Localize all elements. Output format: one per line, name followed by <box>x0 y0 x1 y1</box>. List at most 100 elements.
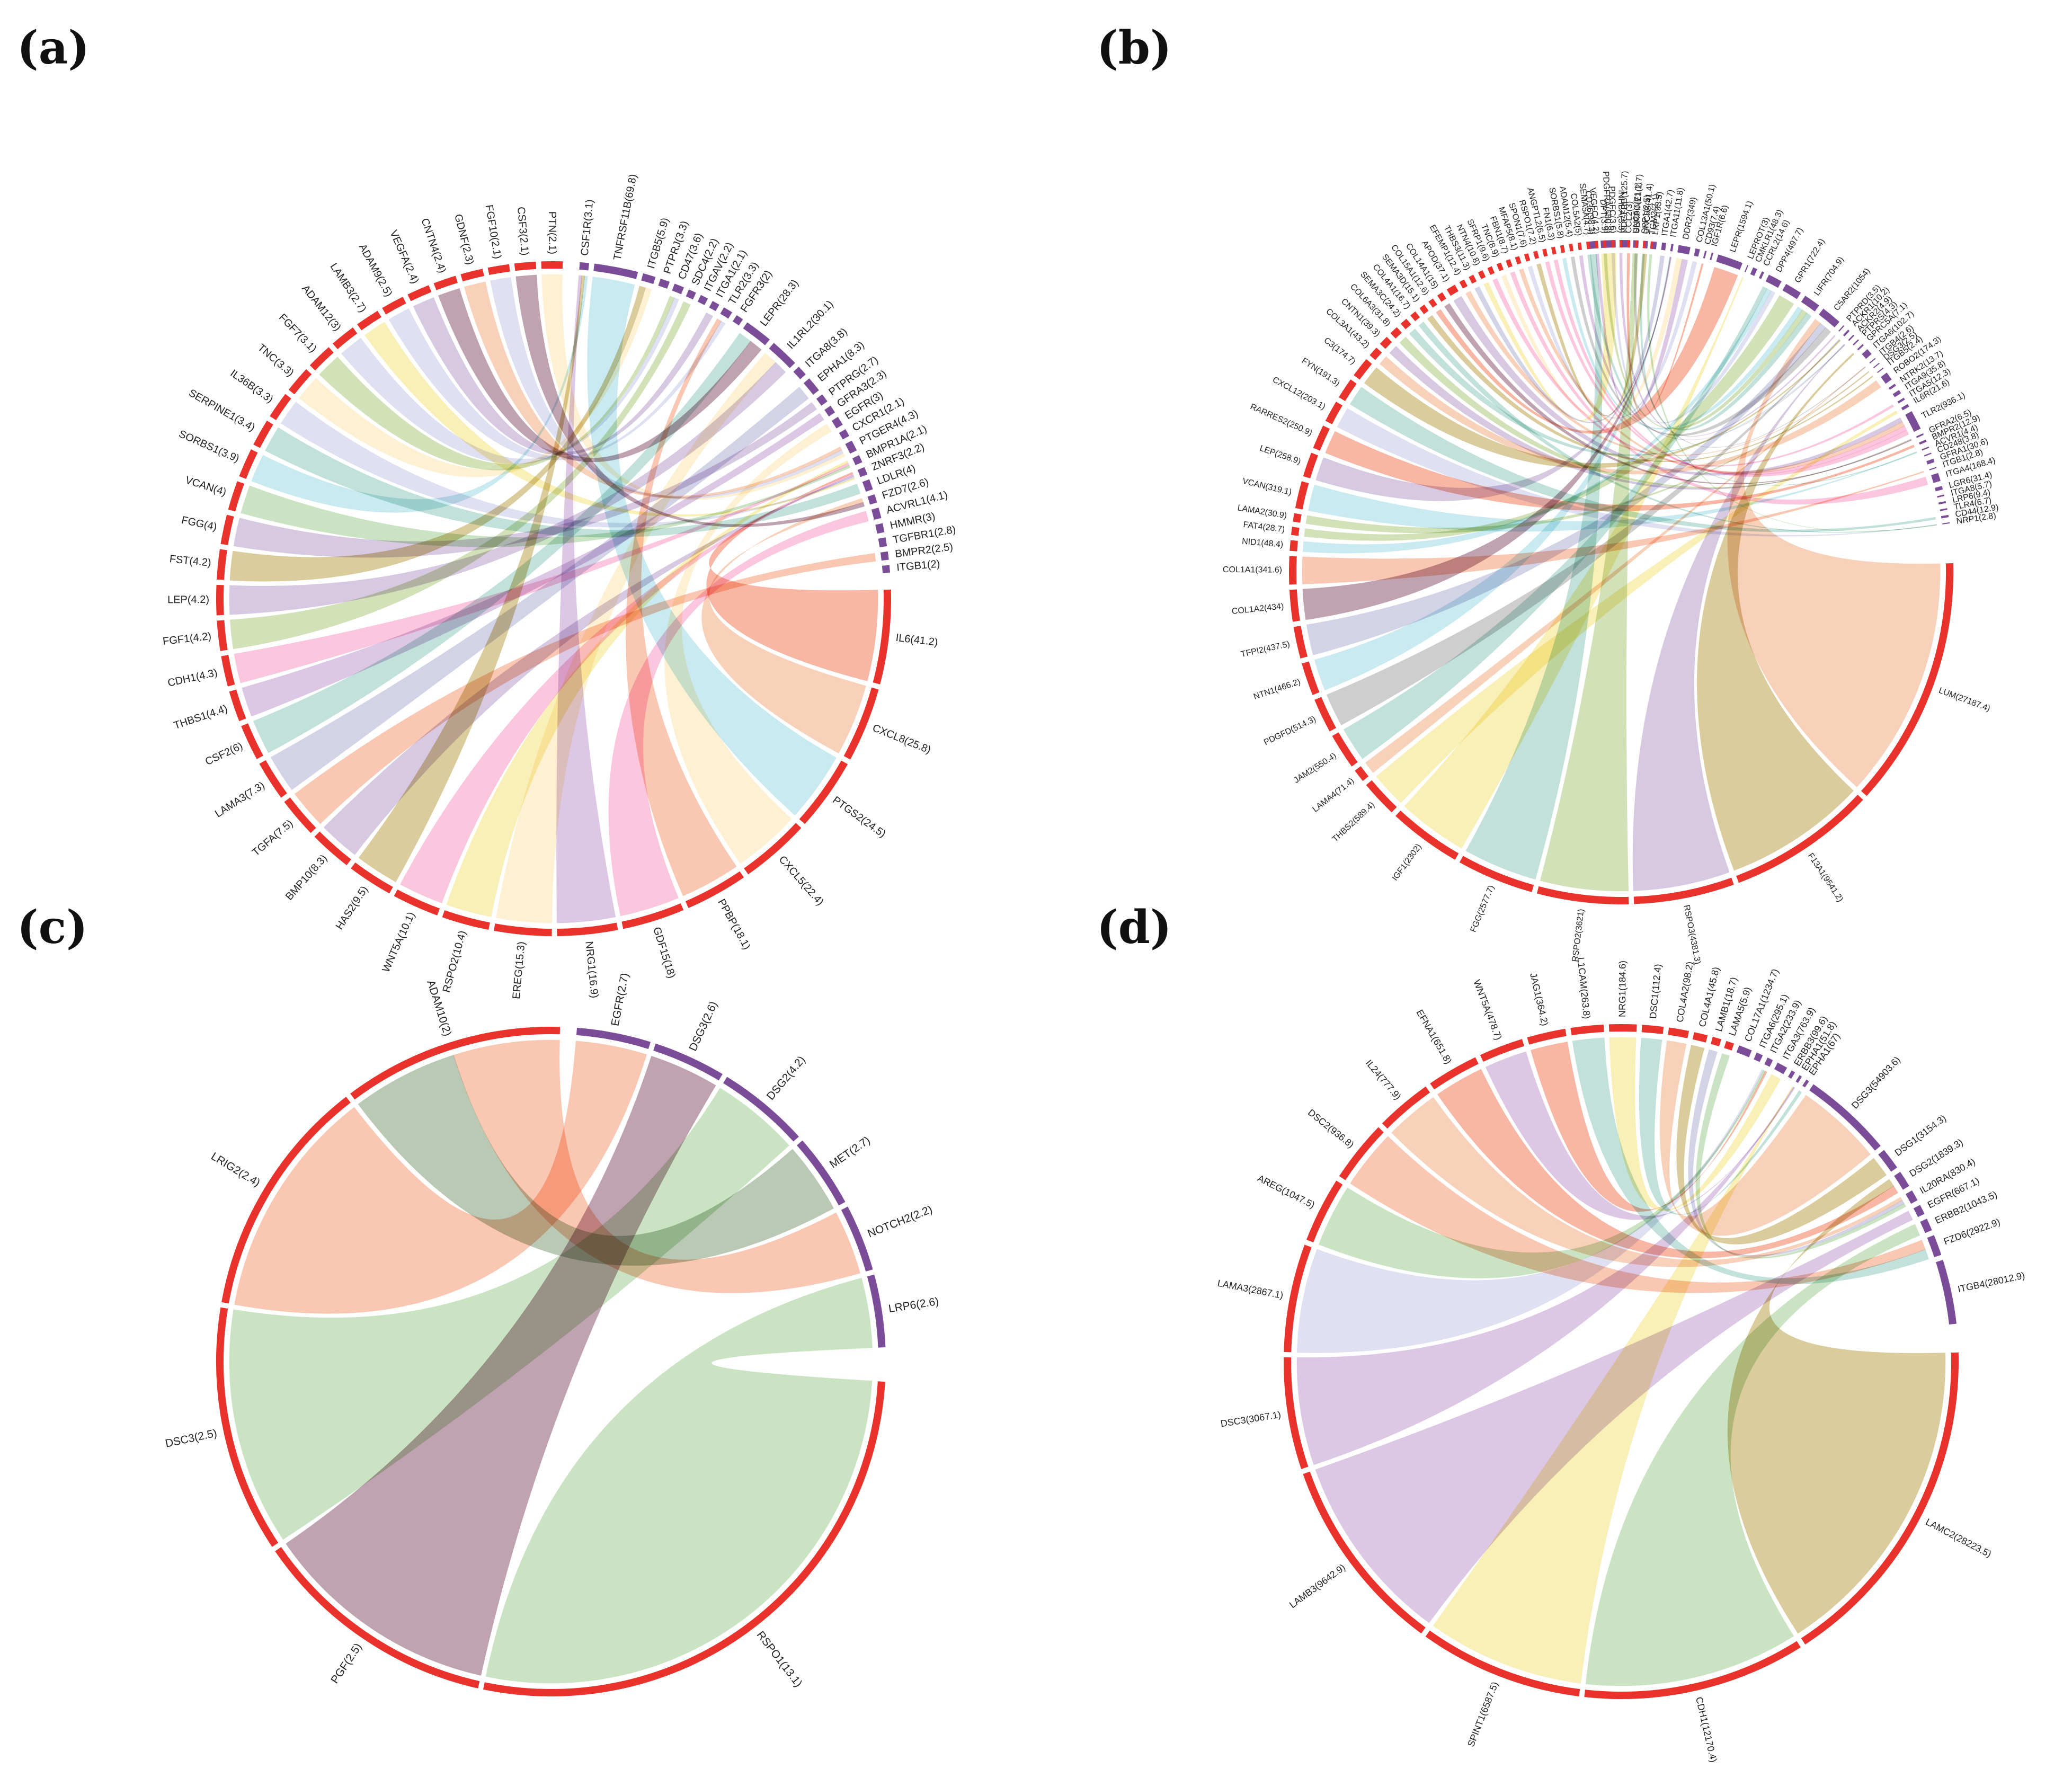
ligand-arc-a-34[interactable] <box>514 261 537 271</box>
ligand-arc-a-17[interactable] <box>217 620 228 651</box>
receptor-arc-b-19[interactable] <box>1819 308 1840 328</box>
receptor-arc-b-18[interactable] <box>1801 296 1819 312</box>
receptor-arc-c-3[interactable] <box>797 1140 846 1206</box>
receptor-arc-b-34[interactable] <box>1905 411 1921 432</box>
receptor-arc-a-13[interactable] <box>803 378 819 395</box>
receptor-arc-b-32[interactable] <box>1897 397 1905 404</box>
ligand-arc-c-1[interactable] <box>275 1547 480 1688</box>
ligand-arc-a-25[interactable] <box>288 369 312 395</box>
ligand-arc-b-23[interactable] <box>1370 348 1382 360</box>
ligand-arc-a-0[interactable] <box>873 589 891 685</box>
ligand-arc-b-43[interactable] <box>1560 245 1566 253</box>
ligand-arc-d-16[interactable] <box>1692 1032 1708 1043</box>
receptor-arc-c-2[interactable] <box>723 1077 799 1142</box>
ligand-arc-d-17[interactable] <box>1711 1036 1721 1047</box>
receptor-arc-a-7[interactable] <box>709 301 719 312</box>
ligand-arc-d-3[interactable] <box>1303 1471 1426 1634</box>
ligand-arc-a-20[interactable] <box>220 514 234 545</box>
receptor-arc-b-16[interactable] <box>1765 274 1782 288</box>
receptor-arc-b-20[interactable] <box>1838 325 1845 332</box>
ligand-arc-b-41[interactable] <box>1542 248 1548 257</box>
ligand-arc-b-30[interactable] <box>1437 292 1446 302</box>
ligand-arc-b-3[interactable] <box>1536 886 1629 904</box>
receptor-arc-b-31[interactable] <box>1892 390 1901 397</box>
ligand-arc-d-4[interactable] <box>1284 1357 1309 1469</box>
ligand-arc-a-4[interactable] <box>685 871 744 908</box>
ligand-arc-c-2[interactable] <box>216 1307 279 1547</box>
ligand-arc-b-40[interactable] <box>1533 251 1540 259</box>
receptor-arc-b-11[interactable] <box>1710 252 1713 261</box>
receptor-arc-b-7[interactable] <box>1670 244 1674 252</box>
receptor-arc-a-25[interactable] <box>878 537 887 548</box>
ligand-arc-b-5[interactable] <box>1395 810 1459 860</box>
ligand-arc-b-27[interactable] <box>1410 311 1420 322</box>
ligand-arc-a-7[interactable] <box>493 923 552 936</box>
ligand-arc-d-11[interactable] <box>1527 1028 1567 1045</box>
ligand-arc-d-6[interactable] <box>1306 1180 1343 1243</box>
ligand-arc-d-15[interactable] <box>1668 1027 1689 1038</box>
ligand-arc-b-20[interactable] <box>1325 402 1342 424</box>
ligand-arc-c-4[interactable] <box>350 1027 561 1100</box>
receptor-arc-b-17[interactable] <box>1782 283 1801 299</box>
receptor-arc-a-6[interactable] <box>697 295 708 305</box>
receptor-arc-b-13[interactable] <box>1744 265 1749 272</box>
ligand-arc-b-9[interactable] <box>1314 697 1337 732</box>
receptor-arc-a-14[interactable] <box>816 394 828 406</box>
ligand-arc-b-7[interactable] <box>1355 766 1369 781</box>
ligand-arc-d-5[interactable] <box>1284 1244 1312 1353</box>
ligand-arc-d-10[interactable] <box>1480 1039 1525 1062</box>
ligand-arc-b-44[interactable] <box>1569 243 1574 252</box>
receptor-arc-a-26[interactable] <box>880 551 889 561</box>
ligand-arc-a-22[interactable] <box>239 449 258 479</box>
receptor-arc-a-15[interactable] <box>824 405 835 417</box>
ligand-arc-b-28[interactable] <box>1419 305 1429 314</box>
receptor-arc-b-29[interactable] <box>1881 372 1892 384</box>
ligand-arc-a-19[interactable] <box>217 549 227 580</box>
receptor-arc-a-20[interactable] <box>857 467 868 477</box>
ligand-arc-a-27[interactable] <box>332 327 358 350</box>
ligand-arc-b-8[interactable] <box>1332 732 1358 767</box>
ligand-arc-d-1[interactable] <box>1584 1641 1801 1699</box>
receptor-arc-d-10[interactable] <box>1905 1190 1918 1204</box>
ligand-arc-b-38[interactable] <box>1515 256 1522 265</box>
ligand-arc-b-17[interactable] <box>1295 481 1309 510</box>
ligand-arc-b-15[interactable] <box>1291 527 1300 536</box>
ligand-arc-b-22[interactable] <box>1354 359 1372 380</box>
ligand-arc-a-10[interactable] <box>351 862 393 894</box>
ligand-arc-d-8[interactable] <box>1382 1086 1430 1129</box>
ligand-arc-b-18[interactable] <box>1303 452 1319 478</box>
ligand-arc-b-35[interactable] <box>1487 266 1495 275</box>
receptor-arc-b-25[interactable] <box>1862 349 1872 359</box>
receptor-arc-d-8[interactable] <box>1878 1150 1898 1172</box>
ligand-arc-b-6[interactable] <box>1366 780 1397 813</box>
receptor-arc-d-2[interactable] <box>1764 1057 1773 1067</box>
ligand-arc-b-1[interactable] <box>1736 795 1863 883</box>
ligand-arc-a-5[interactable] <box>621 903 684 929</box>
ligand-arc-b-46[interactable] <box>1586 241 1590 250</box>
ligand-arc-b-24[interactable] <box>1380 336 1392 349</box>
receptor-arc-d-12[interactable] <box>1920 1219 1932 1233</box>
receptor-arc-b-9[interactable] <box>1694 248 1700 257</box>
ligand-arc-b-14[interactable] <box>1290 540 1298 552</box>
receptor-arc-a-9[interactable] <box>732 315 743 326</box>
receptor-arc-b-24[interactable] <box>1857 344 1864 351</box>
ligand-arc-a-28[interactable] <box>357 310 381 331</box>
receptor-arc-d-1[interactable] <box>1754 1052 1763 1062</box>
receptor-arc-a-21[interactable] <box>862 479 873 492</box>
ligand-arc-b-26[interactable] <box>1400 318 1411 330</box>
ligand-arc-b-32[interactable] <box>1459 279 1468 289</box>
ligand-arc-b-21[interactable] <box>1339 379 1357 402</box>
receptor-arc-a-1[interactable] <box>593 263 638 279</box>
receptor-arc-b-12[interactable] <box>1716 254 1743 270</box>
receptor-arc-b-15[interactable] <box>1758 271 1765 279</box>
receptor-arc-a-17[interactable] <box>839 429 850 440</box>
ligand-arc-a-2[interactable] <box>799 760 848 824</box>
receptor-arc-a-18[interactable] <box>845 440 857 454</box>
receptor-arc-a-10[interactable] <box>743 322 770 345</box>
receptor-arc-a-8[interactable] <box>720 307 733 319</box>
receptor-arc-b-8[interactable] <box>1677 245 1691 255</box>
ligand-arc-a-8[interactable] <box>442 910 490 930</box>
receptor-arc-c-1[interactable] <box>653 1043 723 1081</box>
ligand-arc-b-31[interactable] <box>1446 285 1459 296</box>
receptor-arc-b-6[interactable] <box>1661 242 1667 251</box>
